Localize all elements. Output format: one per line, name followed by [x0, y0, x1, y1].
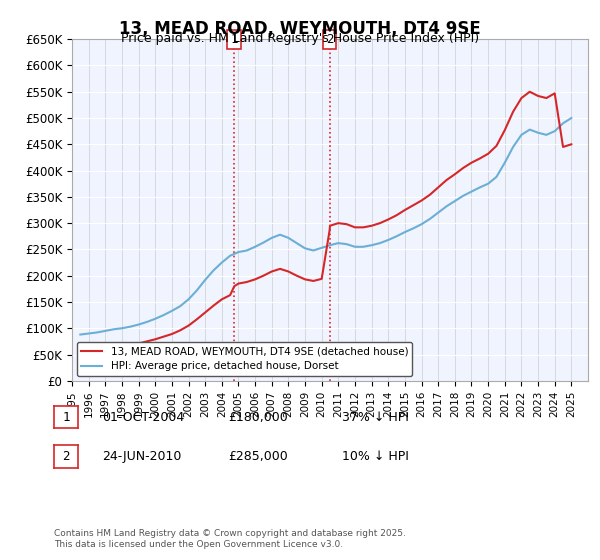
- Text: 1: 1: [62, 410, 70, 424]
- Legend: 13, MEAD ROAD, WEYMOUTH, DT4 9SE (detached house), HPI: Average price, detached : 13, MEAD ROAD, WEYMOUTH, DT4 9SE (detach…: [77, 342, 412, 376]
- Text: 10% ↓ HPI: 10% ↓ HPI: [342, 450, 409, 463]
- Text: Price paid vs. HM Land Registry's House Price Index (HPI): Price paid vs. HM Land Registry's House …: [121, 32, 479, 45]
- Text: 13, MEAD ROAD, WEYMOUTH, DT4 9SE: 13, MEAD ROAD, WEYMOUTH, DT4 9SE: [119, 20, 481, 38]
- Text: 01-OCT-2004: 01-OCT-2004: [102, 410, 184, 424]
- Text: 1: 1: [230, 32, 238, 46]
- Text: £285,000: £285,000: [228, 450, 288, 463]
- Text: £180,000: £180,000: [228, 410, 288, 424]
- Text: 2: 2: [326, 32, 333, 46]
- Text: Contains HM Land Registry data © Crown copyright and database right 2025.
This d: Contains HM Land Registry data © Crown c…: [54, 529, 406, 549]
- Text: 2: 2: [62, 450, 70, 463]
- Text: 37% ↓ HPI: 37% ↓ HPI: [342, 410, 409, 424]
- Text: 24-JUN-2010: 24-JUN-2010: [102, 450, 181, 463]
